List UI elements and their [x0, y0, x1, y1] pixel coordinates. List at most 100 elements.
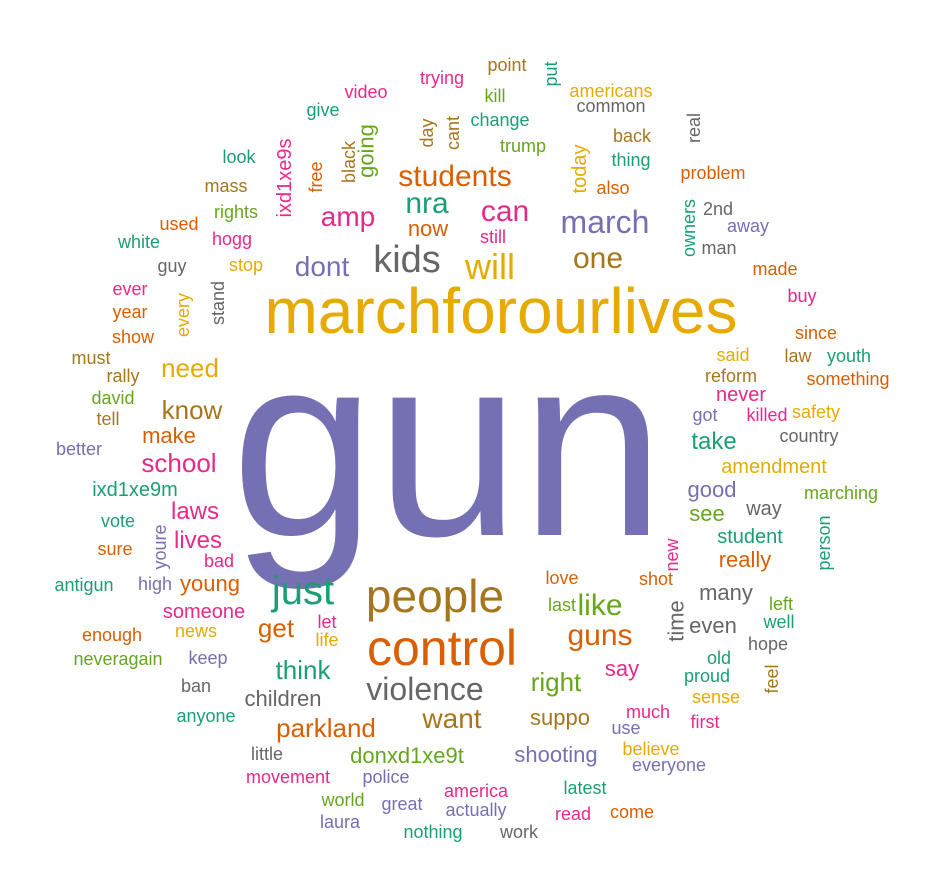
word-105: nothing — [403, 822, 462, 842]
word-28: young — [180, 571, 240, 596]
word-129: safety — [792, 402, 840, 422]
word-2: control — [367, 620, 517, 676]
word-63: black — [339, 140, 359, 183]
word-143: owners — [679, 199, 699, 257]
word-72: guy — [157, 256, 186, 276]
word-4: just — [271, 569, 334, 613]
word-31: say — [605, 656, 639, 681]
word-104: actually — [445, 800, 506, 820]
word-78: must — [71, 348, 110, 368]
word-102: great — [381, 794, 422, 814]
word-118: feel — [762, 664, 782, 693]
word-61: day — [417, 118, 437, 147]
word-38: shooting — [514, 742, 597, 767]
word-21: get — [258, 613, 295, 643]
word-46: way — [745, 498, 782, 520]
word-92: life — [315, 630, 338, 650]
word-69: white — [117, 232, 160, 252]
word-106: work — [499, 822, 539, 842]
word-122: love — [545, 568, 578, 588]
word-30: time — [664, 600, 689, 642]
word-131: got — [692, 405, 717, 425]
word-91: let — [317, 612, 336, 632]
word-123: last — [548, 595, 576, 615]
word-26: lives — [174, 527, 222, 554]
word-48: amendment — [721, 456, 827, 478]
word-71: stop — [229, 255, 263, 275]
word-79: rally — [106, 366, 139, 386]
word-15: guns — [567, 619, 632, 652]
word-64: free — [306, 161, 326, 192]
word-54: common — [576, 96, 645, 116]
word-84: youre — [150, 524, 170, 569]
word-76: stand — [208, 281, 228, 325]
word-43: going — [354, 124, 379, 178]
word-55: video — [344, 82, 387, 102]
word-125: new — [662, 537, 682, 571]
word-7: march — [561, 204, 650, 240]
word-126: person — [814, 515, 834, 570]
word-53: americans — [569, 81, 652, 101]
word-77: show — [112, 327, 155, 347]
word-132: reform — [705, 366, 757, 386]
word-17: want — [421, 703, 481, 734]
word-33: see — [689, 501, 724, 526]
word-89: enough — [82, 625, 142, 645]
word-100: world — [320, 790, 364, 810]
word-3: people — [366, 570, 504, 622]
word-16: like — [577, 589, 622, 622]
word-66: mass — [204, 176, 247, 196]
word-39: donxd1xe9t — [350, 743, 464, 768]
word-135: law — [784, 346, 812, 366]
word-90: news — [175, 621, 217, 641]
word-75: every — [173, 293, 193, 337]
word-9: students — [398, 160, 511, 193]
word-40: suppo — [530, 705, 590, 730]
word-8: one — [573, 242, 623, 275]
word-6: will — [464, 246, 515, 287]
word-107: latest — [563, 778, 606, 798]
word-124: shot — [639, 569, 673, 589]
word-87: antigun — [54, 575, 113, 595]
word-70: hogg — [212, 229, 252, 249]
word-83: vote — [101, 511, 135, 531]
word-32: good — [688, 477, 737, 502]
word-20: school — [141, 448, 216, 478]
word-56: trying — [420, 68, 464, 88]
word-29: take — [691, 428, 736, 455]
word-59: kill — [485, 86, 506, 106]
word-23: parkland — [276, 713, 376, 743]
word-120: well — [762, 612, 794, 632]
word-22: think — [276, 655, 332, 685]
word-98: movement — [246, 767, 330, 787]
word-93: neveragain — [73, 649, 162, 669]
word-99: police — [362, 767, 409, 787]
word-113: much — [626, 702, 670, 722]
word-34: really — [719, 547, 772, 572]
word-111: believe — [622, 739, 679, 759]
word-0: gun — [231, 301, 665, 592]
word-112: use — [611, 718, 640, 738]
word-52: change — [470, 110, 529, 130]
word-101: laura — [320, 812, 361, 832]
word-73: ever — [112, 279, 147, 299]
word-27: make — [142, 423, 196, 448]
word-117: old — [707, 648, 731, 668]
word-12: amp — [321, 201, 375, 232]
word-145: real — [684, 113, 704, 143]
word-108: read — [555, 804, 591, 824]
word-65: look — [222, 147, 256, 167]
word-41: now — [408, 216, 448, 241]
word-37: children — [244, 686, 321, 711]
word-80: david — [91, 388, 134, 408]
word-96: anyone — [176, 706, 235, 726]
word-42: today — [569, 145, 591, 194]
word-138: buy — [787, 286, 816, 306]
word-133: something — [806, 369, 889, 389]
word-141: away — [727, 216, 769, 236]
word-57: point — [487, 55, 526, 75]
word-68: used — [159, 214, 198, 234]
word-49: someone — [163, 601, 245, 623]
word-50: ixd1xe9m — [92, 479, 178, 501]
